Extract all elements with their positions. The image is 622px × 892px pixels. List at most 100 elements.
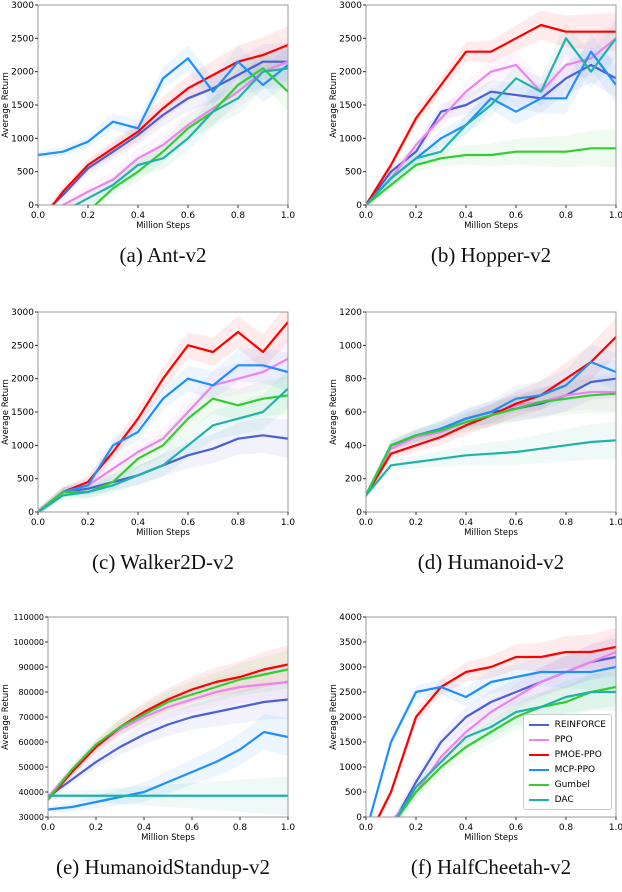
- y-tick-label: 500: [345, 788, 362, 798]
- band-MCP-PPO: [48, 714, 288, 813]
- series-Gumbel: [366, 392, 616, 496]
- x-tick-label: 0.2: [409, 518, 423, 528]
- y-tick-label: 1000: [339, 763, 362, 773]
- series-Gumbel: [48, 668, 288, 801]
- y-tick-label: 1500: [11, 101, 34, 111]
- band-PMOE-PPO: [366, 10, 616, 205]
- x-tick-label: 0.4: [131, 211, 146, 221]
- y-tick-label: 0: [356, 201, 362, 211]
- x-tick-label: 1.0: [281, 518, 296, 528]
- y-axis-label: Average Return: [329, 72, 339, 138]
- y-tick-label: 110000: [13, 613, 44, 622]
- legend-swatch: [528, 753, 549, 756]
- subplot-3: 0 200 400 600 800 1000 1200 0.0 0.2 0.4 0.6 0.8 1.0 M…: [328, 307, 622, 587]
- y-tick-label: 50000: [19, 763, 44, 772]
- legend-item: DAC: [528, 792, 606, 807]
- x-tick-label: 0.2: [409, 823, 423, 833]
- series-PPO: [61, 60, 288, 205]
- y-tick-label: 1000: [339, 341, 362, 351]
- y-tick-label: 80000: [19, 688, 44, 697]
- legend-swatch: [528, 738, 549, 741]
- series-Gumbel: [366, 147, 616, 205]
- y-tick-label: 2500: [11, 341, 34, 351]
- x-tick-label: 0.4: [459, 211, 474, 221]
- y-tick-label: 600: [345, 408, 362, 418]
- x-tick-label: 0.0: [359, 823, 374, 833]
- legend-item: PMOE-PPO: [528, 747, 606, 762]
- legend-label: DAC: [554, 794, 574, 805]
- band-MCP-PPO: [38, 45, 288, 159]
- band-Gumbel: [394, 667, 616, 817]
- y-tick-label: 800: [345, 375, 362, 385]
- x-tick-label: 1.0: [281, 823, 296, 833]
- band-DAC: [366, 421, 616, 499]
- series-MCP-PPO: [369, 665, 616, 817]
- y-tick-label: 2000: [339, 68, 362, 78]
- band-PPO: [58, 42, 288, 205]
- band-DAC: [394, 672, 616, 817]
- y-tick-label: 200: [345, 475, 362, 485]
- y-tick-label: 1000: [11, 134, 34, 144]
- x-tick-label: 0.2: [89, 823, 103, 833]
- subplot-caption: (c) Walker2D-v2: [92, 550, 234, 574]
- y-tick-label: 3000: [339, 1, 362, 11]
- y-tick-label: 70000: [19, 713, 44, 722]
- band-DAC: [66, 49, 288, 205]
- x-axis-label: Million Steps: [136, 528, 190, 538]
- series-REINFORCE: [48, 698, 288, 798]
- series-MCP-PPO: [38, 364, 288, 512]
- y-axis-label: Average Return: [1, 684, 11, 750]
- y-axis-label: Average Return: [1, 379, 11, 445]
- x-tick-label: 0.2: [409, 211, 423, 221]
- series-PMOE-PPO: [48, 663, 288, 801]
- y-tick-label: 1000: [11, 441, 34, 451]
- x-tick-label: 0.4: [131, 518, 146, 528]
- x-tick-label: 0.8: [559, 823, 574, 833]
- y-tick-label: 2500: [339, 688, 362, 698]
- series-DAC: [38, 387, 288, 512]
- y-tick-label: 3000: [11, 308, 34, 318]
- series-PMOE-PPO: [51, 43, 288, 205]
- x-axis-label: Million Steps: [464, 833, 518, 843]
- x-tick-label: 0.8: [233, 823, 248, 833]
- legend-label: Gumbel: [554, 779, 590, 790]
- x-tick-label: 0.6: [509, 518, 524, 528]
- y-tick-label: 500: [345, 168, 362, 178]
- band-PMOE-PPO: [50, 25, 288, 205]
- y-tick-label: 1500: [11, 408, 34, 418]
- y-tick-label: 0: [356, 813, 362, 823]
- band-Gumbel: [366, 374, 616, 499]
- legend-label: REINFORCE: [554, 719, 606, 730]
- x-tick-label: 1.0: [281, 211, 296, 221]
- y-tick-label: 3500: [339, 638, 362, 648]
- x-axis-label: Million Steps: [464, 528, 518, 538]
- x-tick-label: 0.2: [81, 518, 95, 528]
- y-axis-label: Average Return: [1, 72, 11, 138]
- band-PPO: [48, 662, 288, 801]
- y-tick-label: 60000: [19, 738, 44, 747]
- band-REINFORCE: [48, 42, 288, 205]
- y-tick-label: 2000: [11, 68, 34, 78]
- series-PPO: [366, 37, 616, 205]
- y-tick-label: 2000: [11, 375, 34, 385]
- legend-item: MCP-PPO: [528, 762, 606, 777]
- band-Gumbel: [366, 129, 616, 205]
- x-tick-label: 1.0: [609, 823, 622, 833]
- x-tick-label: 0.4: [137, 823, 152, 833]
- legend-swatch: [528, 798, 549, 801]
- band-PPO: [391, 632, 616, 817]
- band-PMOE-PPO: [38, 312, 288, 512]
- legend-item: PPO: [528, 732, 606, 747]
- series-DAC: [395, 690, 616, 817]
- legend-label: PPO: [554, 734, 573, 745]
- x-tick-label: 0.8: [559, 211, 574, 221]
- series-PMOE-PPO: [377, 645, 616, 817]
- band-PMOE-PPO: [366, 317, 616, 499]
- legend-item: REINFORCE: [528, 717, 606, 732]
- subplot-caption: (b) Hopper-v2: [430, 243, 552, 267]
- y-tick-label: 0: [28, 508, 34, 518]
- legend-swatch: [528, 768, 549, 771]
- x-tick-label: 0.6: [185, 823, 200, 833]
- legend-swatch: [528, 723, 549, 726]
- y-tick-label: 2500: [339, 34, 362, 44]
